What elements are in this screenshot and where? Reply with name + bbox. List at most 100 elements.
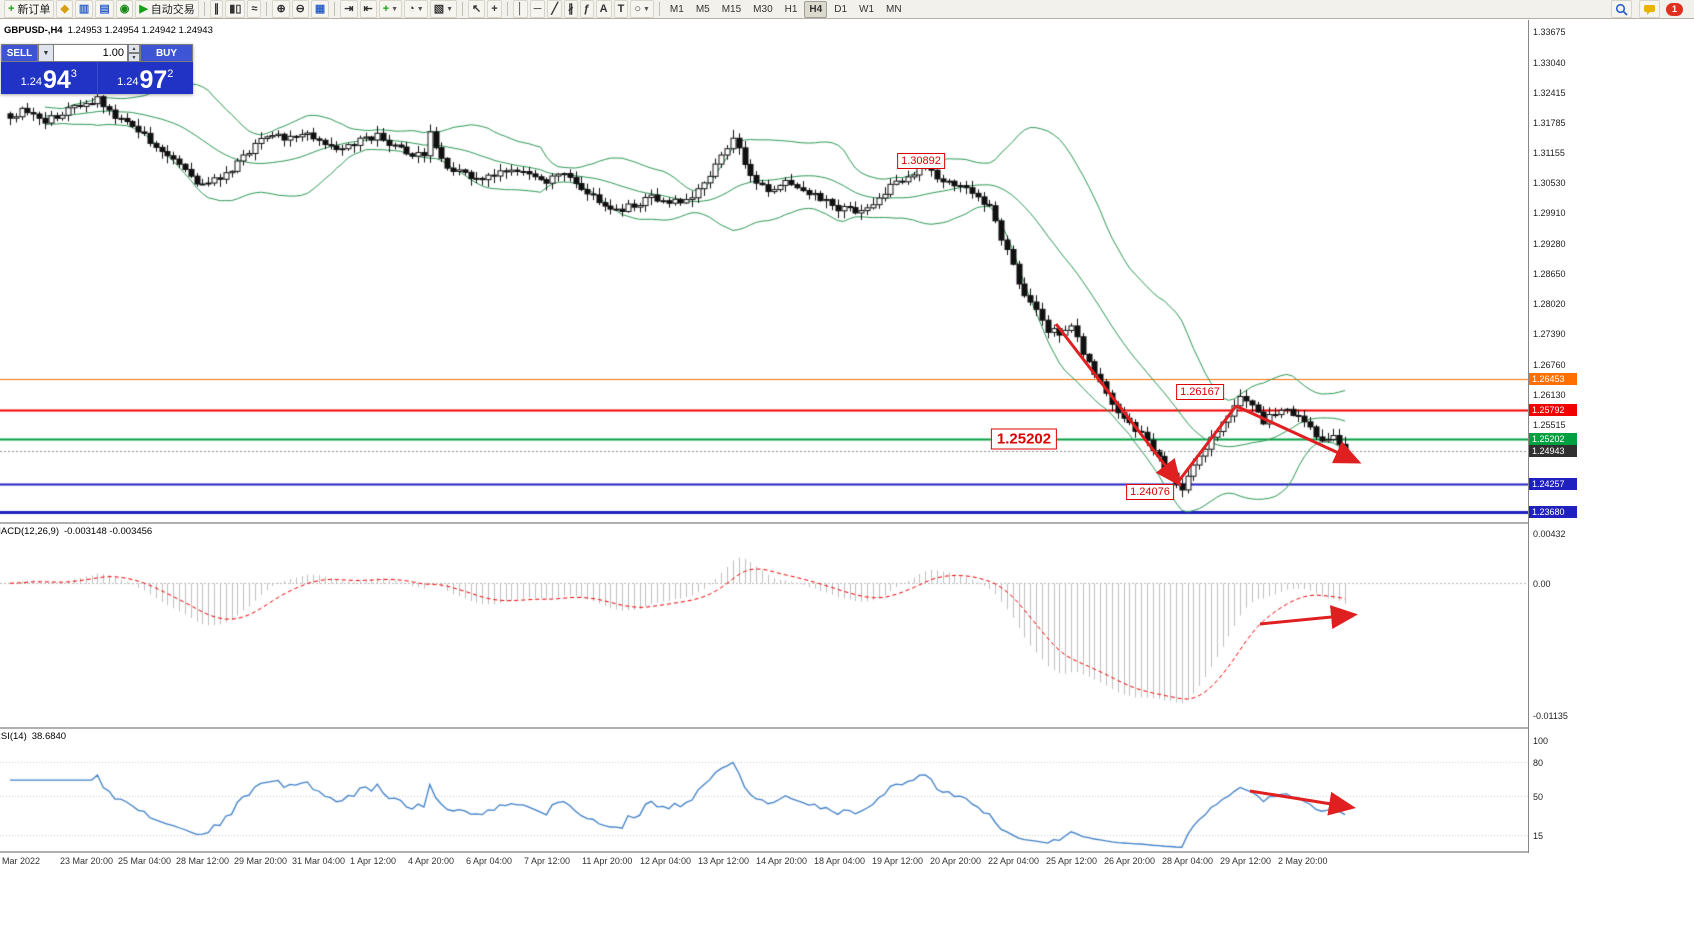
sell-price-display[interactable]: 1.24 94 3: [1, 62, 97, 94]
price-chart-canvas[interactable]: [0, 20, 1528, 522]
time-axis-label: 25 Apr 12:00: [1046, 856, 1098, 866]
shapes-button[interactable]: ○ ▼: [630, 0, 654, 18]
market-watch-icon[interactable]: ▥: [74, 0, 94, 18]
timeframe-W1-button[interactable]: W1: [859, 3, 875, 15]
time-axis-label: 11 Apr 20:00: [582, 856, 633, 866]
auto-scroll-icon[interactable]: ⇥: [340, 0, 358, 18]
price-axis-label: 1.26760: [1533, 359, 1566, 370]
timeframe-group: M1 M5 M15 M30 H1 H4 D1 W1 MN: [664, 0, 908, 18]
time-axis-label: 31 Mar 04:00: [292, 856, 346, 866]
price-callout[interactable]: 1.25202: [990, 428, 1058, 450]
candlestick-chart-icon[interactable]: ▮▯: [225, 0, 246, 18]
data-window-icon[interactable]: ▤: [95, 0, 114, 18]
templates-button[interactable]: ▧ ▼: [429, 0, 458, 18]
rsi-canvas[interactable]: [0, 729, 1528, 851]
timeframe-D1-button[interactable]: D1: [834, 3, 848, 15]
panel-separator[interactable]: [0, 727, 1576, 729]
order-type-dropdown[interactable]: ▼: [38, 44, 54, 62]
search-icon[interactable]: [1611, 0, 1632, 18]
symbol-period-label: GBPUSD-,H4: [4, 25, 63, 36]
toolbar-left-group: + 新订单 ◆ ▥ ▤ ◉ ▶ 自动交易 ∥ ▮▯ ≈ ⊕ ⊖ ▦ ⇥ ⇤ + ▼ ◔ ▼ ▧ ▼ ↖ + │ ─ ╱ ∦ ƒ A T ○ ▼: [3, 0, 664, 18]
macd-label: MACD(12,26,9) -0.003148 -0.003456: [0, 526, 152, 537]
price-axis-label: 1.28650: [1533, 268, 1566, 279]
horizontal-line-icon[interactable]: ─: [529, 0, 546, 18]
tile-windows-icon[interactable]: ▦: [310, 0, 330, 18]
time-axis-label: 28 Apr 04:00: [1162, 856, 1214, 866]
vertical-line-icon[interactable]: │: [512, 0, 528, 18]
zoom-out-icon[interactable]: ⊖: [291, 0, 309, 18]
price-callout[interactable]: 1.30892: [897, 153, 945, 169]
time-axis-label: 1 Apr 12:00: [350, 856, 397, 866]
timeframe-M5-button[interactable]: M5: [695, 3, 710, 15]
main-toolbar: + 新订单 ◆ ▥ ▤ ◉ ▶ 自动交易 ∥ ▮▯ ≈ ⊕ ⊖ ▦ ⇥ ⇤ + ▼ ◔ ▼ ▧ ▼ ↖ + │ ─ ╱ ∦ ƒ A T ○ ▼ …: [0, 0, 1694, 19]
buy-price-point: 2: [167, 68, 174, 80]
macd-name: MACD(12,26,9): [0, 526, 59, 537]
price-axis-label: 1.28020: [1533, 299, 1566, 310]
time-axis: Mar 2022 23 Mar 20:00 25 Mar 04:00 28 Mar 1…: [0, 853, 1570, 869]
bar-chart-icon[interactable]: ∥: [209, 0, 224, 18]
community-chat-icon[interactable]: [1639, 0, 1660, 18]
toolbar-separator: [658, 2, 660, 16]
sell-button[interactable]: SELL: [1, 44, 38, 62]
zoom-in-icon[interactable]: ⊕: [272, 0, 290, 18]
time-axis-label: 13 Apr 12:00: [698, 856, 750, 866]
time-axis-label: Mar 2022: [2, 856, 41, 866]
hline-price-tag: 1.25202: [1529, 432, 1577, 445]
price-axis-label: 1.32415: [1533, 87, 1566, 98]
notification-badge[interactable]: 1: [1666, 2, 1683, 16]
indicators-button[interactable]: + ▼: [378, 0, 403, 18]
ohlc-values: 1.24953 1.24954 1.24942 1.24943: [67, 25, 213, 36]
hline-price-tag: 1.25792: [1529, 404, 1577, 417]
trendline-icon[interactable]: ╱: [547, 0, 562, 18]
new-order-button[interactable]: + 新订单: [4, 0, 55, 18]
toolbar-separator: [334, 2, 336, 16]
price-axis-label: 1.31155: [1533, 148, 1565, 159]
timeframe-H4-button[interactable]: H4: [804, 0, 828, 18]
chart-title: GBPUSD-,H4 1.24953 1.24954 1.24942 1.2494…: [4, 25, 213, 36]
timeframe-MN-button[interactable]: MN: [886, 3, 902, 15]
volume-down-button[interactable]: ▼: [128, 53, 140, 62]
fibonacci-icon[interactable]: ƒ: [579, 0, 594, 18]
timeframe-M15-button[interactable]: M15: [721, 3, 742, 15]
text-icon[interactable]: A: [595, 0, 612, 18]
expert-advisors-icon[interactable]: ◆: [56, 0, 73, 18]
time-axis-label: 29 Mar 20:00: [234, 856, 288, 866]
sell-price-prefix: 1.24: [20, 76, 42, 88]
timeframe-M30-button[interactable]: M30: [753, 3, 773, 15]
macd-values: -0.003148 -0.003456: [64, 526, 153, 537]
price-axis-label: 1.26130: [1533, 390, 1566, 401]
hline-price-tag: 1.23680: [1529, 506, 1577, 518]
time-axis-label: 29 Apr 12:00: [1220, 856, 1272, 866]
buy-button[interactable]: BUY: [140, 44, 193, 62]
chart-shift-icon[interactable]: ⇤: [359, 0, 377, 18]
strategy-tester-icon[interactable]: ◉: [115, 0, 134, 18]
price-scale[interactable]: 1.33675 1.33040 1.32415 1.31785 1.31155 1.305…: [1528, 20, 1577, 853]
volume-input[interactable]: [54, 44, 128, 62]
cursor-icon[interactable]: ↖: [468, 0, 486, 18]
price-callout[interactable]: 1.26167: [1176, 384, 1224, 400]
crosshair-icon[interactable]: +: [487, 0, 502, 18]
rsi-label: RSI(14) 38.6840: [0, 731, 66, 742]
macd-canvas[interactable]: [0, 524, 1528, 727]
price-axis-label: 1.27390: [1533, 329, 1566, 340]
price-chart-panel: GBPUSD-,H4 1.24953 1.24954 1.24942 1.2494…: [0, 20, 1528, 522]
macd-axis-label: 0.00: [1533, 579, 1551, 590]
equidistant-channel-icon[interactable]: ∦: [564, 0, 578, 18]
auto-trading-button[interactable]: ▶ 自动交易: [135, 0, 199, 18]
line-chart-icon[interactable]: ≈: [247, 0, 262, 18]
buy-price-prefix: 1.24: [117, 76, 139, 88]
panel-separator[interactable]: [0, 851, 1576, 853]
volume-up-button[interactable]: ▲: [128, 44, 140, 53]
price-callout[interactable]: 1.24076: [1126, 484, 1174, 500]
text-label-icon[interactable]: T: [613, 0, 629, 18]
toolbar-separator: [203, 2, 205, 16]
time-axis-label: 12 Apr 04:00: [640, 856, 692, 866]
timeframe-M1-button[interactable]: M1: [669, 3, 684, 15]
macd-panel: MACD(12,26,9) -0.003148 -0.003456: [0, 524, 1528, 727]
timeframe-H1-button[interactable]: H1: [784, 3, 798, 15]
rsi-value: 38.6840: [31, 731, 67, 742]
time-axis-label: 20 Apr 20:00: [930, 856, 982, 866]
panel-separator[interactable]: [0, 522, 1576, 524]
periods-button[interactable]: ◔ ▼: [404, 0, 428, 18]
buy-price-display[interactable]: 1.24 97 2: [96, 62, 194, 94]
